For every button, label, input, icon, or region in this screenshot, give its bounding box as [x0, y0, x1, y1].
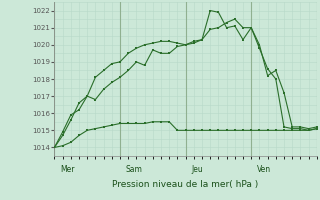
Text: Ven: Ven — [257, 165, 271, 174]
Text: Mer: Mer — [60, 165, 74, 174]
Text: Sam: Sam — [125, 165, 142, 174]
X-axis label: Pression niveau de la mer( hPa ): Pression niveau de la mer( hPa ) — [112, 180, 259, 189]
Text: Jeu: Jeu — [191, 165, 203, 174]
